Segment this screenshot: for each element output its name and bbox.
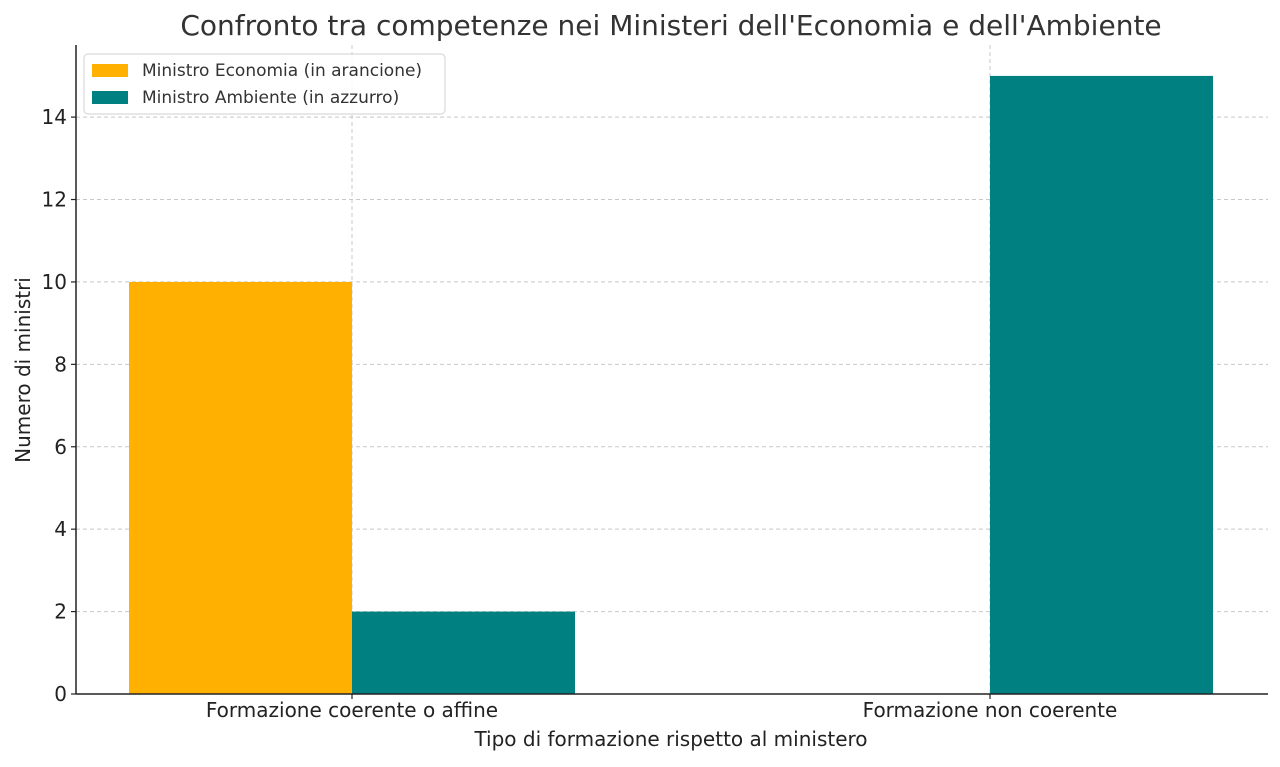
legend-label: Ministro Economia (in arancione): [142, 61, 422, 81]
bar-economia-0: [129, 281, 352, 694]
x-axis-label: Tipo di formazione rispetto al ministero: [473, 727, 867, 751]
x-tick-label: Formazione coerente o affine: [206, 698, 498, 722]
legend-swatch: [92, 64, 128, 77]
y-tick-label: 14: [42, 105, 67, 129]
y-tick-label: 8: [54, 352, 67, 376]
y-axis-label: Numero di ministri: [11, 277, 35, 463]
x-tick-label: Formazione non coerente: [863, 698, 1118, 722]
bar-ambiente-1: [990, 75, 1213, 694]
axes: [75, 45, 1268, 695]
legend-swatch: [92, 91, 128, 104]
y-tick-label: 4: [54, 517, 67, 541]
chart-title: Confronto tra competenze nei Ministeri d…: [180, 9, 1161, 42]
y-tick-label: 2: [54, 600, 67, 624]
y-tick-label: 6: [54, 435, 67, 459]
legend-label: Ministro Ambiente (in azzurro): [142, 88, 399, 108]
bar-ambiente-0: [352, 611, 575, 694]
x-ticks: Formazione coerente o affine Formazione n…: [206, 694, 1117, 722]
y-tick-label: 0: [54, 682, 67, 706]
bars: [129, 75, 1213, 694]
legend-box: [83, 53, 446, 115]
y-ticks: 0 2 4 6 8 10 12 14: [42, 105, 76, 706]
y-tick-label: 10: [42, 270, 67, 294]
y-tick-label: 12: [42, 188, 67, 212]
legend: Ministro Economia (in arancione) Ministro…: [83, 53, 446, 115]
